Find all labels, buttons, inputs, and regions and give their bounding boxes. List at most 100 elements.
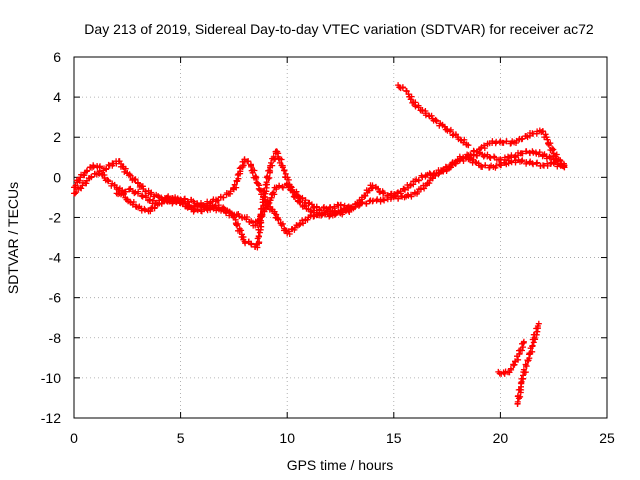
data-marker bbox=[141, 205, 148, 212]
data-marker bbox=[418, 186, 424, 193]
y-tick-label: 0 bbox=[53, 169, 61, 185]
data-marker bbox=[105, 177, 112, 184]
data-marker bbox=[281, 167, 288, 174]
y-tick-label: 2 bbox=[53, 129, 61, 145]
data-marker bbox=[535, 151, 542, 158]
y-tick-label: 6 bbox=[53, 49, 61, 65]
data-marker bbox=[337, 201, 344, 208]
data-marker bbox=[264, 173, 271, 180]
data-marker bbox=[73, 189, 80, 196]
data-marker bbox=[451, 160, 458, 166]
data-marker bbox=[197, 202, 204, 209]
data-marker bbox=[236, 165, 243, 172]
data-marker bbox=[318, 212, 325, 219]
data-marker bbox=[278, 222, 285, 229]
data-marker bbox=[269, 162, 276, 169]
data-marker bbox=[331, 203, 338, 210]
data-marker bbox=[231, 181, 238, 188]
data-marker bbox=[244, 158, 251, 165]
data-marker bbox=[121, 168, 128, 175]
data-point bbox=[465, 142, 472, 149]
series-arc-f bbox=[495, 338, 527, 377]
data-marker bbox=[242, 240, 249, 247]
data-point bbox=[520, 338, 527, 345]
data-marker bbox=[508, 152, 515, 159]
data-marker bbox=[489, 138, 496, 145]
data-marker bbox=[512, 153, 519, 160]
data-marker bbox=[402, 186, 408, 193]
y-axis-label: SDTVAR / TECUs bbox=[5, 182, 21, 294]
data-marker bbox=[407, 96, 414, 103]
data-marker bbox=[268, 159, 274, 166]
data-marker bbox=[547, 161, 554, 167]
data-marker bbox=[421, 185, 428, 192]
data-marker bbox=[181, 196, 188, 203]
data-marker bbox=[399, 84, 406, 91]
data-marker bbox=[255, 233, 262, 239]
data-series bbox=[71, 82, 568, 407]
data-marker bbox=[88, 173, 95, 180]
data-marker bbox=[544, 136, 551, 143]
data-marker bbox=[472, 159, 479, 165]
data-marker bbox=[516, 386, 523, 393]
data-marker bbox=[279, 183, 286, 190]
data-marker bbox=[461, 136, 468, 143]
data-point bbox=[294, 192, 301, 199]
x-tick-label: 10 bbox=[279, 430, 295, 446]
data-marker bbox=[515, 392, 522, 399]
data-marker bbox=[381, 197, 388, 204]
plot-frame bbox=[73, 56, 608, 419]
data-marker bbox=[514, 398, 521, 405]
data-marker bbox=[403, 88, 410, 95]
data-marker bbox=[76, 177, 83, 184]
data-marker bbox=[373, 197, 380, 204]
data-marker bbox=[258, 211, 265, 218]
data-marker bbox=[139, 193, 146, 200]
data-point bbox=[476, 150, 483, 157]
data-marker bbox=[395, 195, 402, 202]
data-marker bbox=[511, 154, 518, 161]
data-marker bbox=[428, 112, 435, 119]
data-marker bbox=[135, 190, 141, 197]
y-tick-label: 4 bbox=[53, 89, 61, 105]
x-tick-label: 0 bbox=[70, 430, 78, 446]
data-marker bbox=[408, 93, 415, 100]
data-point bbox=[316, 206, 323, 213]
data-marker bbox=[270, 189, 277, 196]
data-marker bbox=[332, 211, 339, 218]
data-marker bbox=[363, 200, 370, 207]
data-marker bbox=[165, 193, 172, 200]
data-marker bbox=[530, 339, 537, 346]
data-marker bbox=[546, 153, 553, 160]
data-marker bbox=[296, 199, 303, 206]
series-arc-c bbox=[113, 181, 355, 229]
data-marker bbox=[288, 184, 295, 191]
data-marker bbox=[278, 156, 285, 163]
chart-title: Day 213 of 2019, Sidereal Day-to-day VTE… bbox=[84, 21, 594, 37]
data-marker bbox=[286, 231, 293, 237]
data-marker bbox=[470, 151, 477, 158]
data-marker bbox=[252, 175, 259, 182]
data-marker bbox=[178, 197, 185, 204]
data-marker bbox=[523, 160, 530, 167]
data-marker bbox=[214, 197, 221, 204]
data-marker bbox=[412, 103, 419, 110]
data-marker bbox=[435, 171, 442, 178]
data-marker bbox=[522, 361, 529, 368]
data-marker bbox=[256, 239, 263, 246]
x-tick-label: 5 bbox=[177, 430, 185, 446]
data-marker bbox=[503, 138, 510, 145]
data-marker bbox=[302, 197, 309, 204]
data-point bbox=[561, 162, 568, 169]
data-marker bbox=[433, 117, 440, 124]
y-tick-label: -4 bbox=[49, 250, 62, 266]
series-arc-g bbox=[514, 320, 542, 407]
data-marker bbox=[103, 165, 110, 172]
data-marker bbox=[491, 153, 497, 160]
data-marker bbox=[515, 356, 522, 363]
data-marker bbox=[249, 169, 256, 176]
data-marker bbox=[507, 365, 514, 372]
data-point bbox=[535, 320, 542, 327]
data-marker bbox=[260, 194, 267, 201]
